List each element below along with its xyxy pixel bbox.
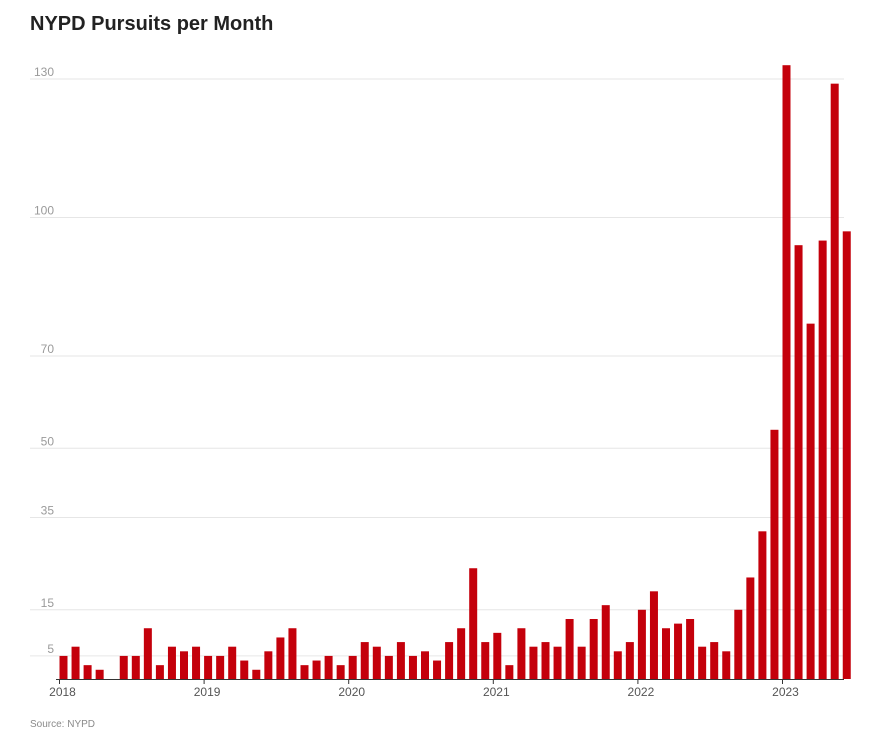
bar: 2020-03: 7: [372, 646, 381, 679]
bar: 2018-01: 5: [59, 655, 68, 679]
bar: 2022-07: 8: [710, 642, 719, 679]
y-axis-ticks: 5 15 35 50 70 100 130: [34, 65, 54, 656]
bar: 2023-02: 94: [794, 245, 803, 679]
bar: 2019-08: 11: [288, 628, 297, 679]
x-tick-label: 2021: [483, 685, 510, 699]
bar: 2021-03: 11: [517, 628, 526, 679]
bar: 2019-09: 3: [300, 665, 309, 679]
bar: 2022-08: 6: [722, 651, 731, 679]
bar: 2020-11: 24: [469, 568, 478, 679]
bar: 2021-09: 13: [589, 619, 598, 679]
bar: 2019-12: 3: [336, 665, 345, 679]
y-tick-label: 70: [41, 342, 55, 356]
bar: 2021-04: 7: [529, 646, 538, 679]
x-tick-label: 2018: [49, 685, 76, 699]
bar: 2020-02: 8: [360, 642, 369, 679]
bar: 2022-05: 13: [686, 619, 695, 679]
x-axis: 2018 2019 2020 2021 2022 2023: [49, 679, 844, 699]
bar: 2022-09: 15: [734, 609, 743, 679]
bar: 2019-02: 5: [216, 655, 225, 679]
bar: 2019-06: 6: [264, 651, 273, 679]
bar: 2022-10: 22: [746, 577, 755, 679]
bar: 2021-08: 7: [577, 646, 586, 679]
source-note: Source: NYPD: [30, 719, 96, 730]
bar: 2018-07: 5: [131, 655, 140, 679]
bar: 2018-11: 6: [180, 651, 188, 679]
bar: 2022-01: 15: [637, 609, 646, 679]
y-tick-label: 35: [41, 503, 55, 517]
bar: 2023-04: 95: [818, 240, 827, 679]
bar: 2023-03: 77: [806, 323, 815, 679]
bar: 2021-02: 3: [505, 665, 514, 679]
gridlines: [30, 78, 844, 657]
bar: 2023-06: 97: [842, 231, 851, 679]
bar: 2021-07: 13: [565, 619, 574, 679]
bar: 2018-09: 3: [155, 665, 164, 679]
bar: 2020-08: 4: [433, 660, 442, 679]
bar: 2019-04: 4: [240, 660, 249, 679]
bar: 2021-10: 16: [601, 605, 610, 679]
bar: 2021-06: 7: [553, 646, 562, 679]
bar: 2018-12: 7: [192, 646, 201, 679]
bar: 2019-11: 5: [324, 655, 333, 679]
bar: 2022-11: 32: [758, 531, 767, 679]
bar: 2018-10: 7: [167, 646, 176, 679]
bar: 2018-02: 7: [71, 646, 80, 679]
x-tick-label: 2020: [338, 685, 365, 699]
bar: 2020-05: 8: [396, 642, 405, 679]
bar: 2022-06: 7: [698, 646, 707, 679]
x-tick-label: 2022: [628, 685, 655, 699]
bar: 2020-06: 5: [408, 655, 417, 679]
bar: 2022-03: 11: [662, 628, 670, 679]
y-tick-label: 50: [41, 434, 55, 448]
bar: 2018-08: 11: [143, 628, 152, 679]
bar: 2018-04: 2: [95, 669, 104, 679]
bar: 2023-05: 129: [830, 83, 839, 680]
bar: 2019-07: 9: [276, 637, 285, 679]
bar: 2019-01: 5: [204, 655, 213, 679]
y-tick-label: 5: [47, 642, 54, 656]
y-tick-label: 130: [34, 65, 54, 79]
bar: 2022-02: 19: [649, 591, 658, 679]
chart-title: NYPD Pursuits per Month: [30, 13, 274, 35]
x-tick-label: 2023: [772, 685, 799, 699]
bar: 2019-03: 7: [228, 646, 237, 679]
bar: 2020-01: 5: [348, 655, 357, 679]
y-tick-label: 15: [41, 596, 55, 610]
x-tick-label: 2019: [194, 685, 221, 699]
bar: 2020-09: 8: [445, 642, 454, 679]
bar: 2018-03: 3: [83, 665, 92, 679]
bar: 2021-01: 10: [493, 632, 502, 679]
bar: 2021-12: 8: [625, 642, 634, 679]
bar: 2021-05: 8: [541, 642, 550, 679]
bar: 2020-10: 11: [457, 628, 466, 679]
bar: 2019-10: 4: [312, 660, 321, 679]
bar: 2020-07: 6: [421, 651, 429, 679]
bar: 2020-04: 5: [384, 655, 393, 679]
bar: 2019-05: 2: [252, 669, 261, 679]
bar: 2023-01: 133: [782, 65, 791, 679]
y-tick-label: 100: [34, 204, 54, 218]
bars: 2018-01: 52018-02: 72018-03: 32018-04: 2…: [59, 65, 851, 680]
bar: 2020-12: 8: [481, 642, 490, 679]
bar: 2021-11: 6: [613, 651, 622, 679]
bar: 2022-04: 12: [674, 623, 683, 679]
bar: 2022-12: 54: [770, 429, 779, 679]
bar: 2018-06: 5: [119, 655, 128, 679]
